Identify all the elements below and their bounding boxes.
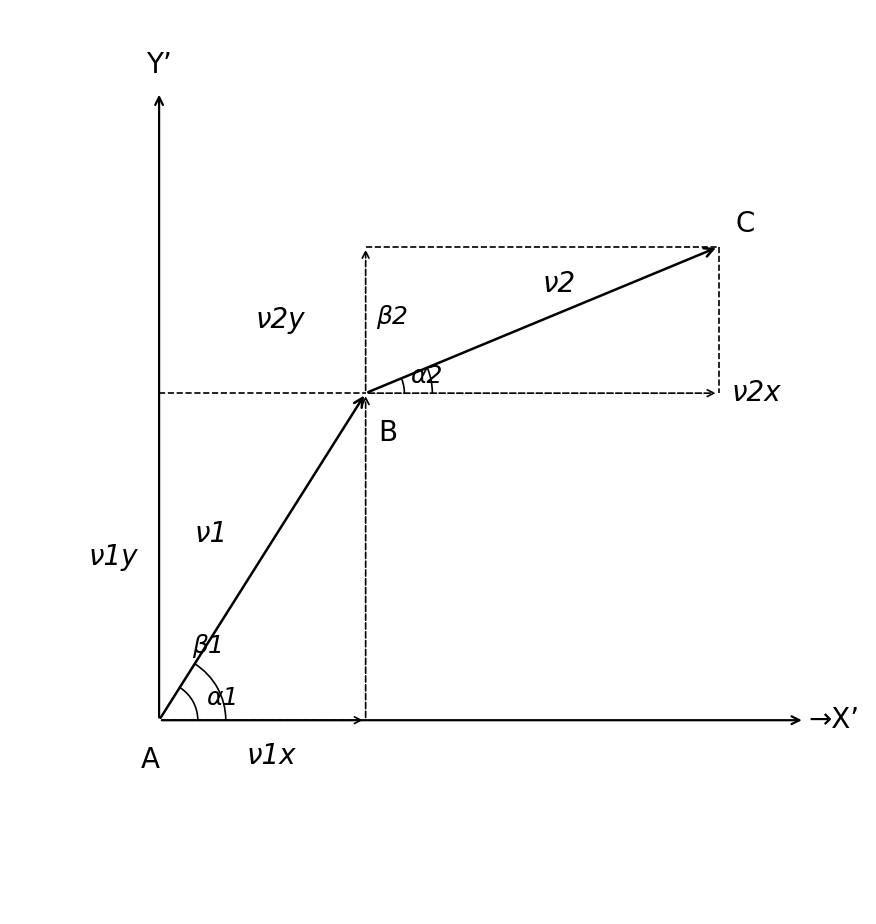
Text: β2: β2	[376, 305, 408, 329]
Text: ν1y: ν1y	[88, 542, 138, 571]
Text: →X’: →X’	[809, 706, 860, 735]
Text: B: B	[378, 419, 398, 447]
Text: A: A	[141, 746, 160, 774]
Text: ν2: ν2	[543, 271, 576, 298]
Text: β1: β1	[192, 634, 223, 658]
Text: ν2y: ν2y	[256, 306, 306, 334]
Text: Y’: Y’	[146, 51, 172, 79]
Text: ν1x: ν1x	[246, 742, 296, 770]
Text: α2: α2	[410, 364, 442, 388]
Text: ν1: ν1	[194, 520, 228, 548]
Text: α1: α1	[207, 686, 239, 710]
Text: C: C	[736, 211, 755, 238]
Text: ν2x: ν2x	[731, 379, 781, 407]
